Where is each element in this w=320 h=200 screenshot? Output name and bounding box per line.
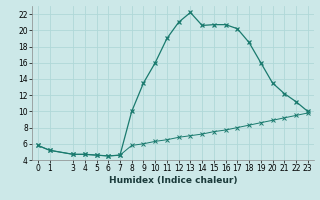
X-axis label: Humidex (Indice chaleur): Humidex (Indice chaleur)	[108, 176, 237, 185]
